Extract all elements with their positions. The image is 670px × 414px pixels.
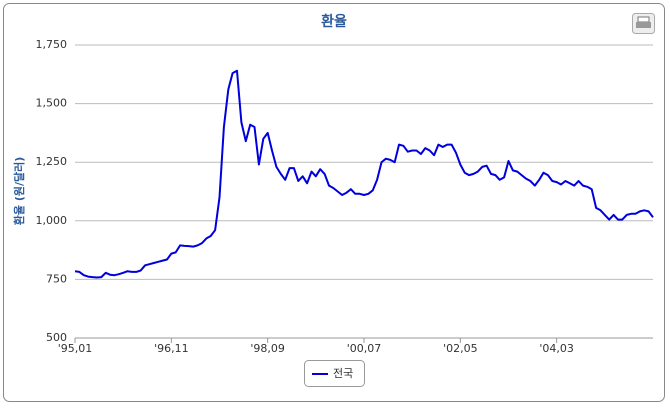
x-tick-label: '00,07 <box>347 342 382 355</box>
print-icon <box>636 22 651 28</box>
line <box>74 69 654 279</box>
chart-frame <box>3 3 665 402</box>
x-tick-label: '04,03 <box>539 342 574 355</box>
y-tick-label: 750 <box>46 272 67 285</box>
x-tick-label: '02,05 <box>443 342 478 355</box>
print-icon <box>637 16 650 23</box>
chart-title: 환율 <box>321 13 347 30</box>
y-axis-label: 환율 (원/달러) <box>12 157 26 226</box>
legend-frame <box>304 360 365 387</box>
print-button[interactable] <box>632 13 655 34</box>
legend: 전국 <box>304 360 365 387</box>
x-tick-label: '98,09 <box>250 342 285 355</box>
y-tick-label: 1,000 <box>36 214 68 227</box>
y-tick-label: 500 <box>46 331 67 344</box>
y-tick-label: 1,750 <box>36 38 68 51</box>
legend-label: 전국 <box>333 367 353 380</box>
y-tick-label: 1,500 <box>36 97 68 110</box>
y-tick-label: 1,250 <box>36 155 68 168</box>
x-tick-label: '96,11 <box>154 342 189 355</box>
x-tick-label: '95,01 <box>58 342 93 355</box>
